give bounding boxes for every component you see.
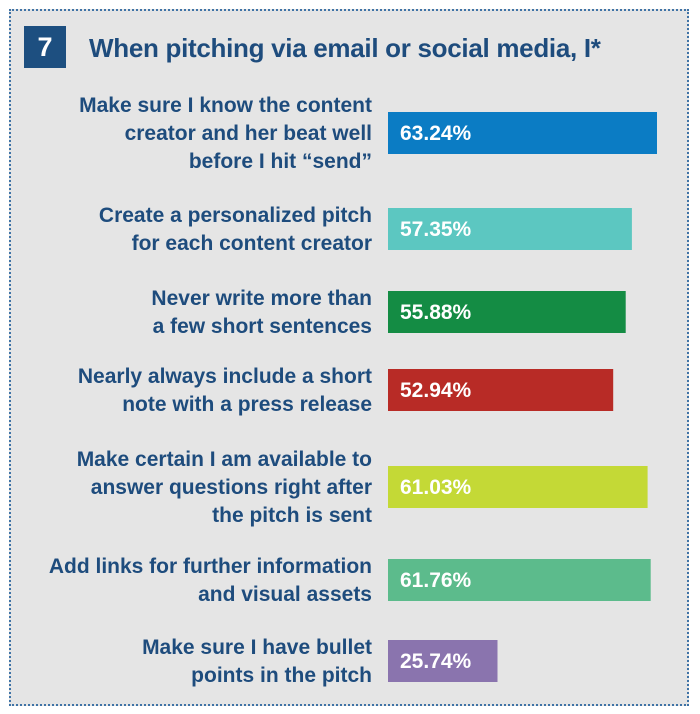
category-label-line: and visual assets bbox=[198, 583, 372, 606]
category-label-6: Add links for further information and vis… bbox=[49, 555, 372, 606]
category-label-3: Never write more than a few short sentenc… bbox=[151, 287, 372, 338]
category-label-line: points in the pitch bbox=[191, 664, 372, 687]
category-label-line: a few short sentences bbox=[153, 315, 372, 338]
bar-value-label-2: 57.35% bbox=[400, 218, 472, 241]
category-label-line: Make sure I know the content bbox=[79, 94, 372, 117]
category-label-line: answer questions right after bbox=[91, 476, 372, 499]
category-label-line: note with a press release bbox=[122, 393, 372, 416]
bar-5 bbox=[388, 466, 648, 508]
bar-value-label-7: 25.74% bbox=[400, 650, 472, 673]
category-label-5: Make certain I am available to answer que… bbox=[77, 448, 372, 527]
category-label-1: Make sure I know the content creator and … bbox=[79, 94, 372, 173]
category-label-line: Make certain I am available to bbox=[77, 448, 372, 471]
chart-number-badge: 7 bbox=[24, 26, 66, 68]
chart-title: When pitching via email or social media,… bbox=[89, 33, 601, 63]
category-label-2: Create a personalized pitch for each cont… bbox=[99, 204, 372, 255]
bar-2 bbox=[388, 208, 632, 250]
category-label-line: Create a personalized pitch bbox=[99, 204, 372, 227]
category-label-line: creator and her beat well bbox=[125, 122, 372, 145]
bar-4 bbox=[388, 369, 614, 411]
bar-1 bbox=[388, 112, 657, 154]
bar-value-label-3: 55.88% bbox=[400, 301, 472, 324]
bar-7 bbox=[388, 640, 498, 682]
category-label-line: the pitch is sent bbox=[212, 504, 372, 527]
category-label-line: Nearly always include a short bbox=[78, 365, 372, 388]
category-label-line: Make sure I have bullet bbox=[142, 636, 372, 659]
bar-value-label-4: 52.94% bbox=[400, 379, 472, 402]
bar-3 bbox=[388, 291, 626, 333]
category-label-line: Never write more than bbox=[151, 287, 372, 310]
bar-value-label-5: 61.03% bbox=[400, 476, 472, 499]
category-label-line: Add links for further information bbox=[49, 555, 372, 578]
bar-value-label-6: 61.76% bbox=[400, 569, 472, 592]
category-label-7: Make sure I have bullet points in the pit… bbox=[142, 636, 372, 687]
bar-6 bbox=[388, 559, 651, 601]
category-label-4: Nearly always include a short note with a… bbox=[78, 365, 372, 416]
category-label-line: for each content creator bbox=[132, 232, 372, 255]
category-label-line: before I hit “send” bbox=[189, 150, 372, 173]
bar-value-label-1: 63.24% bbox=[400, 122, 472, 145]
